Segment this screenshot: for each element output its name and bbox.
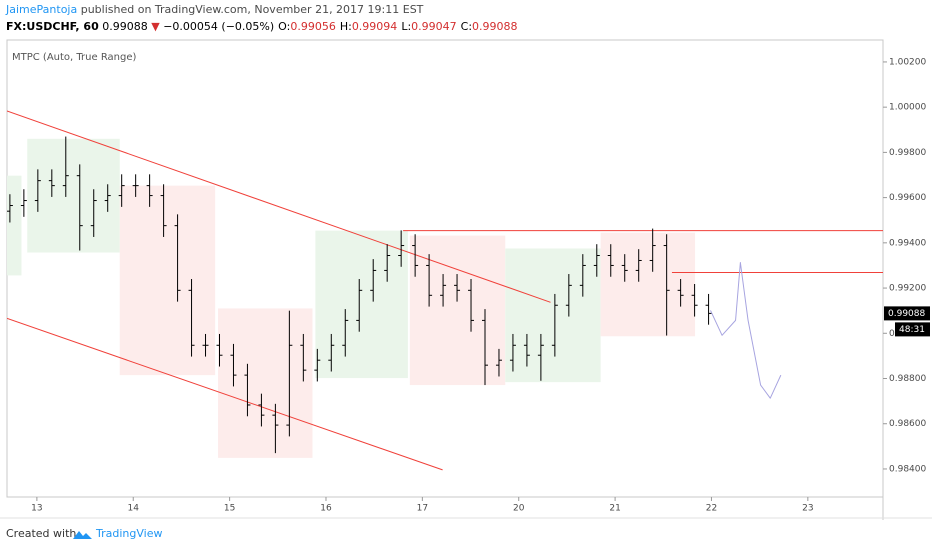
arrow: ▼ xyxy=(151,20,160,33)
y-tick-label: 0.98800 xyxy=(889,374,926,384)
x-tick-label: 17 xyxy=(417,504,428,514)
y-tick-label: 0.99800 xyxy=(889,148,926,158)
y-tick-label: 0.99200 xyxy=(889,284,926,294)
zone xyxy=(505,248,601,383)
y-tick-label: 0.98600 xyxy=(889,419,926,429)
indicator-label: MTPC (Auto, True Range) xyxy=(12,52,137,63)
zone xyxy=(600,232,696,337)
ohlc-label: C: xyxy=(461,20,472,33)
countdown-box xyxy=(895,322,930,337)
price: 0.99088 xyxy=(102,20,148,33)
trend-line xyxy=(7,110,551,303)
y-tick-label: 1.00200 xyxy=(889,57,926,67)
ohlc-label: L: xyxy=(401,20,411,33)
zone xyxy=(315,230,408,379)
symbol-line: FX:USDCHF, 60 0.99088 ▼ −0.00054 (−0.05%… xyxy=(6,20,518,33)
x-tick-label: 14 xyxy=(128,504,140,514)
trend-line xyxy=(7,317,443,471)
axes: 0.984000.986000.988000.990000.992000.994… xyxy=(31,57,930,514)
footer-created: Created with xyxy=(6,527,76,540)
x-tick-label: 15 xyxy=(224,504,235,514)
ohlc-label: O: xyxy=(278,20,290,33)
x-tick-label: 23 xyxy=(802,504,813,514)
footer-brand[interactable]: TradingView xyxy=(95,527,162,540)
x-tick-label: 16 xyxy=(320,504,332,514)
last-price-box xyxy=(884,306,930,321)
last-price-label: 0.99088 xyxy=(888,309,925,319)
change: −0.00054 (−0.05%) xyxy=(163,20,274,33)
y-tick-label: 0.99600 xyxy=(889,193,926,203)
zone xyxy=(27,138,120,253)
countdown-label: 48:31 xyxy=(899,325,925,335)
logo xyxy=(73,531,92,539)
plot xyxy=(7,110,883,471)
published: published on TradingView.com, November 2… xyxy=(81,3,424,16)
zone xyxy=(218,308,313,458)
y-tick-label: 1.00000 xyxy=(889,103,926,113)
ohlc-value: 0.99088 xyxy=(472,20,518,33)
x-tick-label: 22 xyxy=(706,504,717,514)
x-tick-label: 13 xyxy=(31,504,42,514)
y-tick-label: 0.99400 xyxy=(889,238,926,248)
ohlc-value: 0.99047 xyxy=(411,20,457,33)
zone xyxy=(119,185,216,376)
x-tick-label: 21 xyxy=(609,504,620,514)
projection xyxy=(710,262,782,399)
zone xyxy=(409,235,506,386)
symbol: FX:USDCHF, 60 xyxy=(6,20,99,33)
ohlc-value: 0.99056 xyxy=(290,20,336,33)
ohlc-value: 0.99094 xyxy=(352,20,398,33)
header-line: JaimePantoja published on TradingView.co… xyxy=(5,3,424,16)
x-tick-label: 20 xyxy=(513,504,525,514)
ohlc-label: H: xyxy=(340,20,352,33)
y-tick-label: 0.98400 xyxy=(889,464,926,474)
zone xyxy=(7,175,22,276)
author[interactable]: JaimePantoja xyxy=(5,3,77,16)
